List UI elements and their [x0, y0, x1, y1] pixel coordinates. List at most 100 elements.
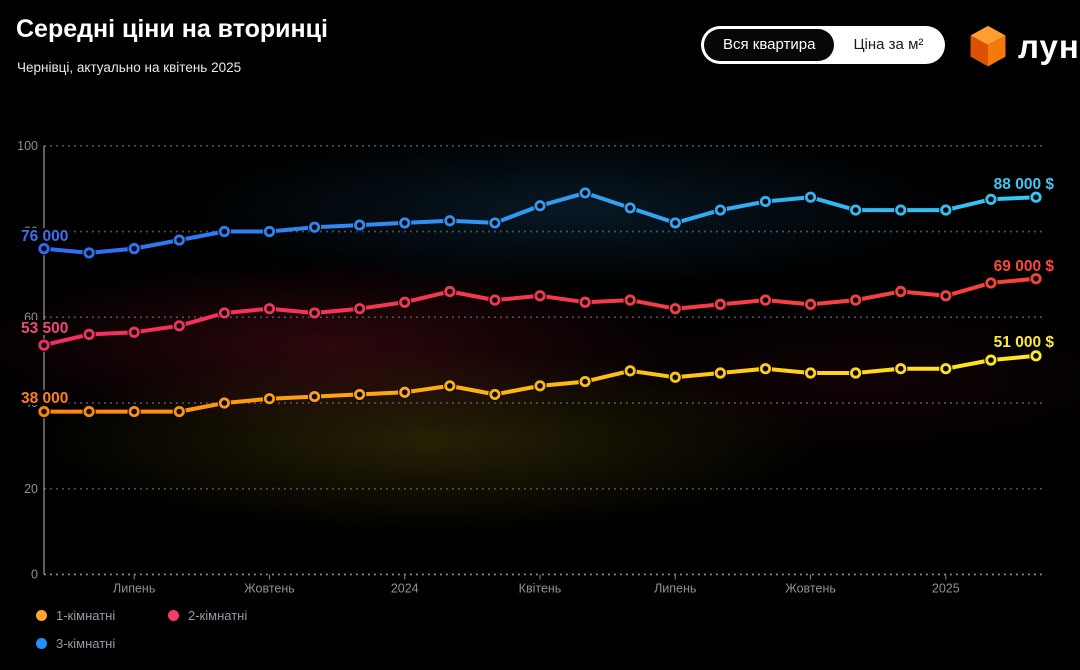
data-point[interactable]	[173, 320, 185, 332]
data-point[interactable]	[308, 307, 321, 319]
data-point[interactable]	[83, 328, 95, 340]
legend-dot-1room-icon	[36, 610, 47, 621]
legend-label-3room: 3-кімнатні	[56, 636, 116, 651]
data-point[interactable]	[263, 303, 276, 315]
data-point[interactable]	[714, 298, 726, 310]
data-point[interactable]	[444, 380, 456, 392]
page-title: Середні ціни на вторинці	[16, 15, 328, 43]
view-toggle: Вся квартира Ціна за м²	[701, 26, 946, 64]
data-point[interactable]	[850, 204, 862, 216]
data-point[interactable]	[1030, 350, 1042, 362]
data-point[interactable]	[218, 397, 230, 409]
data-point[interactable]	[38, 243, 50, 255]
toggle-option-price-per-m2[interactable]: Ціна за м²	[853, 36, 924, 53]
page-subtitle: Чернівці, актуально на квітень 2025	[17, 60, 242, 75]
data-point[interactable]	[940, 363, 952, 375]
data-point[interactable]	[985, 277, 997, 289]
data-point[interactable]	[444, 215, 456, 227]
data-point[interactable]	[669, 303, 681, 315]
data-point[interactable]	[128, 243, 140, 255]
data-point[interactable]	[534, 380, 546, 392]
y-axis-label: 80	[24, 225, 38, 239]
data-point[interactable]	[850, 294, 862, 306]
badge-2room-start-value: 53 500	[21, 320, 69, 337]
lun-cube-icon	[970, 25, 1006, 67]
data-point[interactable]	[308, 221, 321, 233]
data-point[interactable]	[489, 294, 501, 306]
data-point[interactable]	[83, 405, 95, 418]
data-point[interactable]	[263, 225, 276, 238]
data-point[interactable]	[804, 367, 817, 379]
data-point[interactable]	[399, 217, 411, 229]
data-point[interactable]	[850, 367, 862, 379]
data-point[interactable]	[173, 405, 185, 418]
data-point[interactable]	[399, 296, 411, 308]
x-axis-label: Жовтень	[244, 582, 295, 596]
data-point[interactable]	[985, 354, 997, 366]
data-point[interactable]	[940, 204, 952, 216]
data-point[interactable]	[624, 365, 636, 377]
data-point[interactable]	[128, 326, 140, 338]
data-point[interactable]	[759, 195, 772, 208]
legend-label-2room: 2-кімнатні	[188, 608, 248, 623]
y-axis-label: 20	[24, 482, 38, 496]
data-point[interactable]	[804, 191, 817, 203]
data-point[interactable]	[895, 204, 907, 216]
data-point[interactable]	[1030, 273, 1042, 285]
lun-logo[interactable]: лун	[967, 24, 1080, 70]
x-axis-label: Квітень	[519, 582, 562, 596]
data-point[interactable]	[579, 296, 591, 308]
data-point[interactable]	[489, 217, 501, 229]
data-point[interactable]	[218, 225, 230, 238]
data-point[interactable]	[534, 200, 546, 212]
data-point[interactable]	[579, 375, 591, 388]
toggle-option-whole-apartment[interactable]: Вся квартира	[704, 29, 835, 61]
data-point[interactable]	[624, 294, 636, 306]
data-point[interactable]	[804, 298, 817, 310]
legend-item-2room[interactable]: 2-кімнатні	[168, 608, 247, 623]
x-axis-label: Липень	[113, 582, 155, 596]
legend-item-1room[interactable]: 1-кімнатні	[36, 608, 115, 623]
data-point[interactable]	[354, 219, 366, 231]
data-point[interactable]	[759, 294, 772, 306]
data-point[interactable]	[38, 339, 50, 351]
data-point[interactable]	[1030, 191, 1042, 203]
data-point[interactable]	[83, 247, 95, 259]
data-point[interactable]	[173, 234, 185, 246]
data-point[interactable]	[263, 393, 276, 405]
legend-dot-2room-icon	[168, 610, 179, 621]
data-point[interactable]	[714, 204, 726, 216]
data-point[interactable]	[354, 388, 366, 401]
legend-label-1room: 1-кімнатні	[56, 608, 116, 623]
data-point[interactable]	[714, 367, 726, 379]
data-point[interactable]	[985, 193, 997, 205]
data-point[interactable]	[624, 202, 636, 214]
data-point[interactable]	[354, 303, 366, 315]
legend-item-3room[interactable]: 3-кімнатні	[36, 636, 115, 651]
data-point[interactable]	[308, 390, 321, 403]
data-point[interactable]	[895, 363, 907, 375]
data-point[interactable]	[399, 386, 411, 398]
data-point[interactable]	[444, 285, 456, 298]
lun-logo-text: лун	[1018, 28, 1080, 65]
y-axis-label: 40	[24, 396, 38, 410]
data-point[interactable]	[489, 388, 501, 401]
data-point[interactable]	[759, 363, 772, 375]
data-point[interactable]	[128, 405, 140, 418]
data-point[interactable]	[940, 290, 952, 302]
y-axis-label: 100	[17, 139, 38, 153]
badge-1room-start-value: 38 000	[21, 390, 69, 407]
data-point[interactable]	[669, 217, 681, 229]
data-point[interactable]	[218, 307, 230, 319]
data-point[interactable]	[38, 405, 50, 418]
badge-2room-end-value: 69 000 $	[993, 258, 1054, 275]
data-point[interactable]	[579, 187, 591, 199]
data-point[interactable]	[534, 290, 546, 302]
data-point[interactable]	[895, 285, 907, 298]
x-axis-label: 2024	[391, 582, 419, 596]
badge-1room-end-value: 51 000 $	[993, 334, 1054, 351]
data-point[interactable]	[669, 371, 681, 383]
x-axis-label: Жовтень	[785, 582, 836, 596]
